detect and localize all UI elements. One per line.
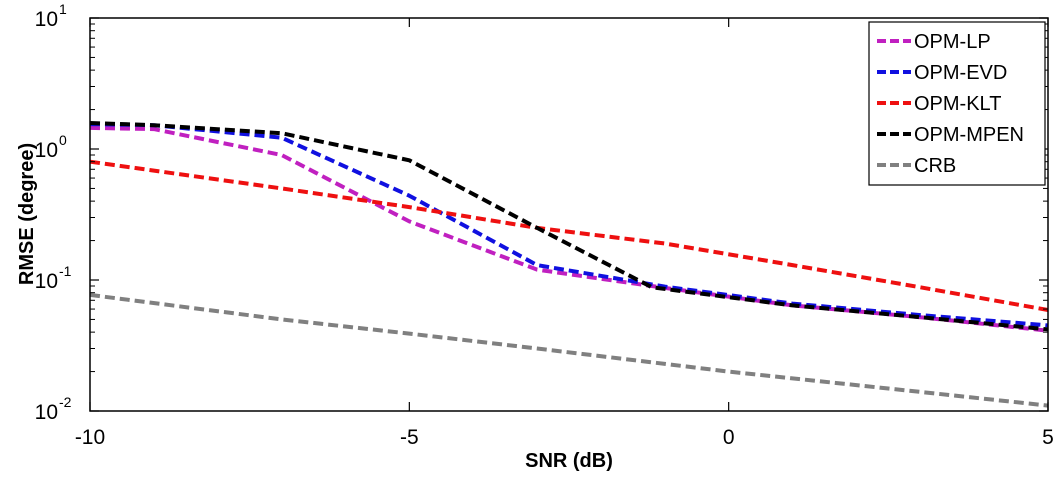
y-tick-label-exponent: -2 [59, 394, 72, 410]
y-tick-label: 10 -1 [35, 263, 72, 293]
legend: OPM-LP OPM-EVD OPM-KLT OPM-MPEN CRB [869, 22, 1045, 185]
x-tick-label: 5 [1042, 426, 1054, 449]
y-tick-label: 10 -2 [35, 394, 72, 424]
y-axis-title: RMSE (degree) [16, 143, 38, 285]
y-tick-label-base: 10 [35, 270, 58, 293]
y-tick-label: 10 0 [35, 132, 67, 162]
y-tick-label-exponent: -1 [59, 263, 72, 279]
legend-label: OPM-MPEN [914, 124, 1024, 146]
x-tick-label: -10 [75, 426, 105, 449]
y-tick-label: 10 1 [35, 1, 67, 31]
x-axis-title: SNR (dB) [525, 450, 613, 472]
y-tick-label-exponent: 1 [59, 1, 67, 17]
y-tick-label-base: 10 [35, 139, 58, 162]
y-tick-label-exponent: 0 [59, 132, 67, 148]
y-tick-label-base: 10 [35, 401, 58, 424]
legend-label: CRB [914, 155, 956, 177]
x-tick-label: -5 [400, 426, 419, 449]
y-tick-label-base: 10 [35, 8, 58, 31]
legend-label: OPM-LP [914, 31, 991, 53]
legend-label: OPM-KLT [914, 93, 1001, 115]
legend-label: OPM-EVD [914, 62, 1007, 84]
x-tick-label: 0 [723, 426, 735, 449]
